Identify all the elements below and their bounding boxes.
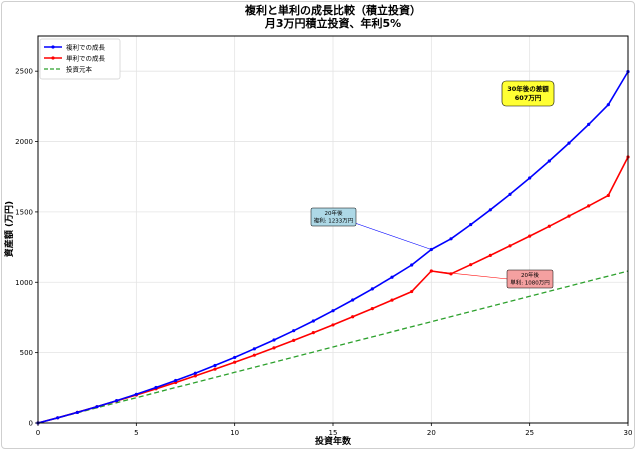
x-axis-label: 投資年数 bbox=[315, 435, 352, 447]
y-axis-ticks: 0 500 1000 1500 2000 2500 bbox=[15, 68, 38, 428]
compound-data-point bbox=[488, 208, 492, 212]
x-tick-label: 10 bbox=[230, 429, 239, 437]
compound-annotation-box bbox=[310, 207, 357, 227]
compound-data-point bbox=[272, 338, 276, 342]
simple-data-point bbox=[547, 224, 551, 228]
simple-data-point bbox=[508, 244, 512, 248]
legend-marker-simple bbox=[51, 56, 55, 60]
simple-data-point bbox=[390, 298, 394, 302]
x-tick-label: 25 bbox=[525, 429, 534, 437]
compound-data-point bbox=[331, 309, 335, 313]
compound-data-point bbox=[311, 319, 315, 323]
compound-annotation-text: 複利: 1233万円 bbox=[314, 217, 354, 225]
simple-data-point bbox=[331, 323, 335, 327]
compound-data-point bbox=[587, 122, 591, 126]
x-tick-label: 15 bbox=[329, 429, 338, 437]
compound-data-point bbox=[252, 347, 256, 351]
compound-data-point bbox=[56, 416, 60, 420]
compound-annotation-text: 20年後 bbox=[325, 209, 343, 217]
compound-data-point bbox=[528, 176, 532, 180]
legend-marker-compound bbox=[51, 45, 55, 49]
simple-data-point bbox=[370, 306, 374, 311]
compound-data-point bbox=[75, 410, 79, 415]
y-tick-label: 500 bbox=[20, 349, 33, 357]
difference-annotation-box bbox=[501, 80, 555, 107]
compound-data-point bbox=[469, 222, 473, 227]
difference-annotation-text: 607万円 bbox=[515, 94, 542, 102]
y-tick-label: 1000 bbox=[15, 279, 33, 287]
simple-data-point bbox=[292, 338, 296, 342]
compound-data-point bbox=[410, 263, 414, 267]
y-axis-label: 資産額 (万円) bbox=[3, 201, 15, 257]
compound-data-point bbox=[449, 237, 453, 241]
compound-data-point bbox=[115, 399, 119, 403]
simple-data-point bbox=[233, 360, 237, 364]
y-tick-label: 2000 bbox=[15, 138, 33, 146]
compound-data-point bbox=[351, 298, 355, 302]
compound-data-point bbox=[213, 363, 217, 368]
compound-data-point bbox=[567, 141, 571, 145]
compound-data-point bbox=[370, 287, 374, 291]
principal-series-line bbox=[37, 270, 629, 424]
simple-data-point bbox=[351, 315, 355, 319]
compound-data-point bbox=[193, 371, 197, 375]
compound-data-point bbox=[547, 159, 551, 163]
compound-data-point bbox=[508, 192, 512, 196]
simple-data-point bbox=[252, 353, 256, 357]
chart-title: 複利と単利の成長比較（積立投資） bbox=[244, 3, 421, 17]
y-tick-label: 0 bbox=[29, 420, 33, 428]
simple-data-point bbox=[606, 193, 610, 198]
simple-data-point bbox=[488, 253, 492, 257]
compound-interest-series-layer bbox=[36, 70, 630, 425]
x-tick-label: 20 bbox=[427, 429, 436, 437]
x-tick-label: 5 bbox=[134, 429, 138, 437]
simple-annotation-box bbox=[506, 269, 554, 289]
simple-data-point bbox=[193, 374, 197, 378]
chart-subtitle: 月3万円積立投資、年利5% bbox=[264, 16, 401, 30]
legend-label-simple: 単利での成長 bbox=[66, 53, 106, 62]
y-tick-label: 1500 bbox=[15, 208, 33, 216]
difference-annotation-text: 30年後の差額 bbox=[507, 84, 549, 93]
x-tick-label: 30 bbox=[624, 429, 633, 437]
simple-data-point bbox=[410, 289, 414, 294]
simple-data-point bbox=[528, 234, 532, 238]
legend-label-principal: 投資元本 bbox=[66, 64, 93, 73]
simple-data-point bbox=[311, 331, 315, 335]
simple-data-point bbox=[272, 346, 276, 350]
simple-data-point bbox=[587, 204, 591, 208]
simple-data-point bbox=[567, 214, 571, 218]
compound-data-point bbox=[292, 329, 296, 333]
y-tick-label: 2500 bbox=[15, 68, 33, 76]
simple-annotation-text: 単利: 1080万円 bbox=[510, 279, 550, 287]
simple-annotation-arrow bbox=[431, 270, 509, 280]
simple-annotation-text: 20年後 bbox=[521, 271, 539, 279]
compound-data-point bbox=[174, 378, 178, 383]
x-axis-ticks: 0 5 10 15 20 25 30 bbox=[36, 423, 633, 437]
x-tick-label: 0 bbox=[36, 429, 40, 437]
compound-data-point bbox=[154, 385, 158, 390]
compound-data-point bbox=[95, 405, 99, 409]
compound-data-point bbox=[233, 355, 237, 360]
compound-data-point bbox=[390, 275, 394, 279]
simple-data-point bbox=[469, 263, 473, 267]
simple-data-point bbox=[213, 367, 217, 371]
legend-label-compound: 複利での成長 bbox=[66, 42, 106, 51]
compound-annotation-arrow bbox=[351, 221, 432, 250]
compound-data-point bbox=[606, 103, 610, 107]
principal-series-layer bbox=[37, 270, 629, 424]
compound-data-point bbox=[134, 392, 138, 396]
